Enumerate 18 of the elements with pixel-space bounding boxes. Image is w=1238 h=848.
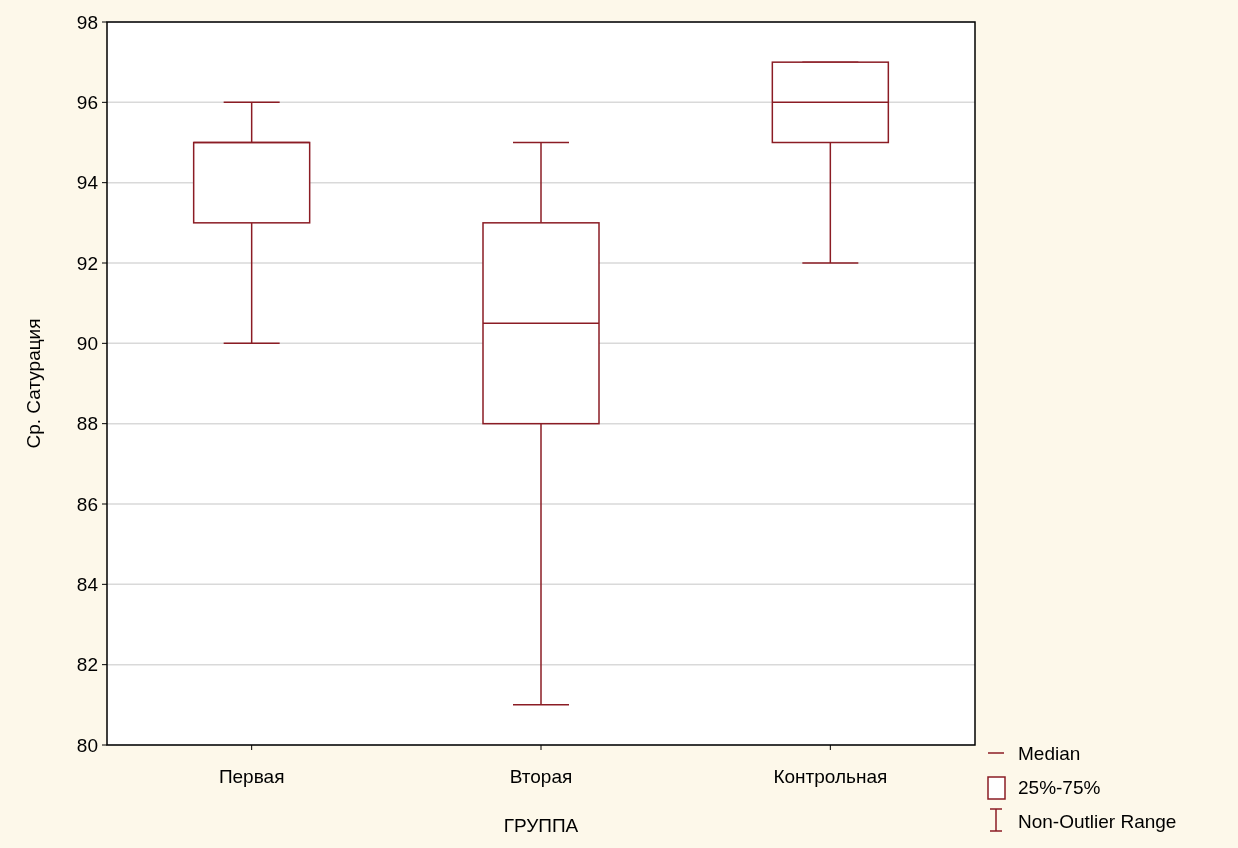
y-tick-label: 86 xyxy=(76,493,98,515)
y-tick-label: 90 xyxy=(76,332,98,354)
y-tick-label: 96 xyxy=(76,91,98,113)
text: Median xyxy=(1018,742,1081,764)
text: 25%-75% xyxy=(1018,776,1101,798)
x-tick-label: Вторая xyxy=(509,766,573,787)
x-axis-title: ГРУППА xyxy=(503,815,579,836)
y-tick-label: 98 xyxy=(76,11,98,33)
y-axis-title: Ср. Сатурация xyxy=(23,318,44,449)
y-tick-label: 84 xyxy=(76,573,99,595)
x-tick-label: Контрольная xyxy=(773,766,888,787)
y-tick-label: 88 xyxy=(76,413,98,435)
y-tick-label: 92 xyxy=(76,252,98,274)
y-tick-label: 82 xyxy=(76,654,98,676)
y-tick-label: 80 xyxy=(76,734,98,756)
text: Non-Outlier Range xyxy=(1018,810,1177,832)
x-tick-label: Первая xyxy=(218,766,285,787)
y-tick-label: 94 xyxy=(76,172,99,194)
